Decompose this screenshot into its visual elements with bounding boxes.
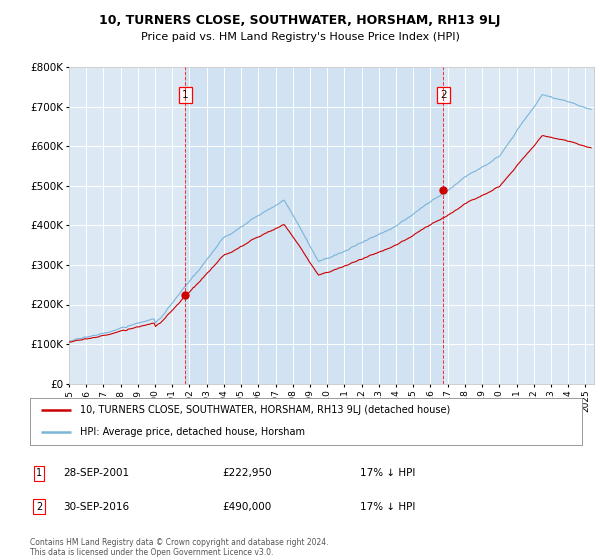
Text: 1: 1 (36, 468, 42, 478)
Text: Price paid vs. HM Land Registry's House Price Index (HPI): Price paid vs. HM Land Registry's House … (140, 32, 460, 43)
Text: £222,950: £222,950 (222, 468, 272, 478)
Text: 17% ↓ HPI: 17% ↓ HPI (360, 468, 415, 478)
Text: 2: 2 (440, 90, 446, 100)
Text: 17% ↓ HPI: 17% ↓ HPI (360, 502, 415, 512)
Text: 30-SEP-2016: 30-SEP-2016 (63, 502, 129, 512)
Text: 10, TURNERS CLOSE, SOUTHWATER, HORSHAM, RH13 9LJ (detached house): 10, TURNERS CLOSE, SOUTHWATER, HORSHAM, … (80, 405, 450, 416)
Text: 2: 2 (36, 502, 42, 512)
Text: HPI: Average price, detached house, Horsham: HPI: Average price, detached house, Hors… (80, 427, 305, 437)
Text: 10, TURNERS CLOSE, SOUTHWATER, HORSHAM, RH13 9LJ: 10, TURNERS CLOSE, SOUTHWATER, HORSHAM, … (100, 14, 500, 27)
Text: 28-SEP-2001: 28-SEP-2001 (63, 468, 129, 478)
Text: Contains HM Land Registry data © Crown copyright and database right 2024.
This d: Contains HM Land Registry data © Crown c… (30, 538, 329, 557)
Bar (185, 67, 443, 384)
Text: 1: 1 (182, 90, 188, 100)
Text: £490,000: £490,000 (222, 502, 271, 512)
